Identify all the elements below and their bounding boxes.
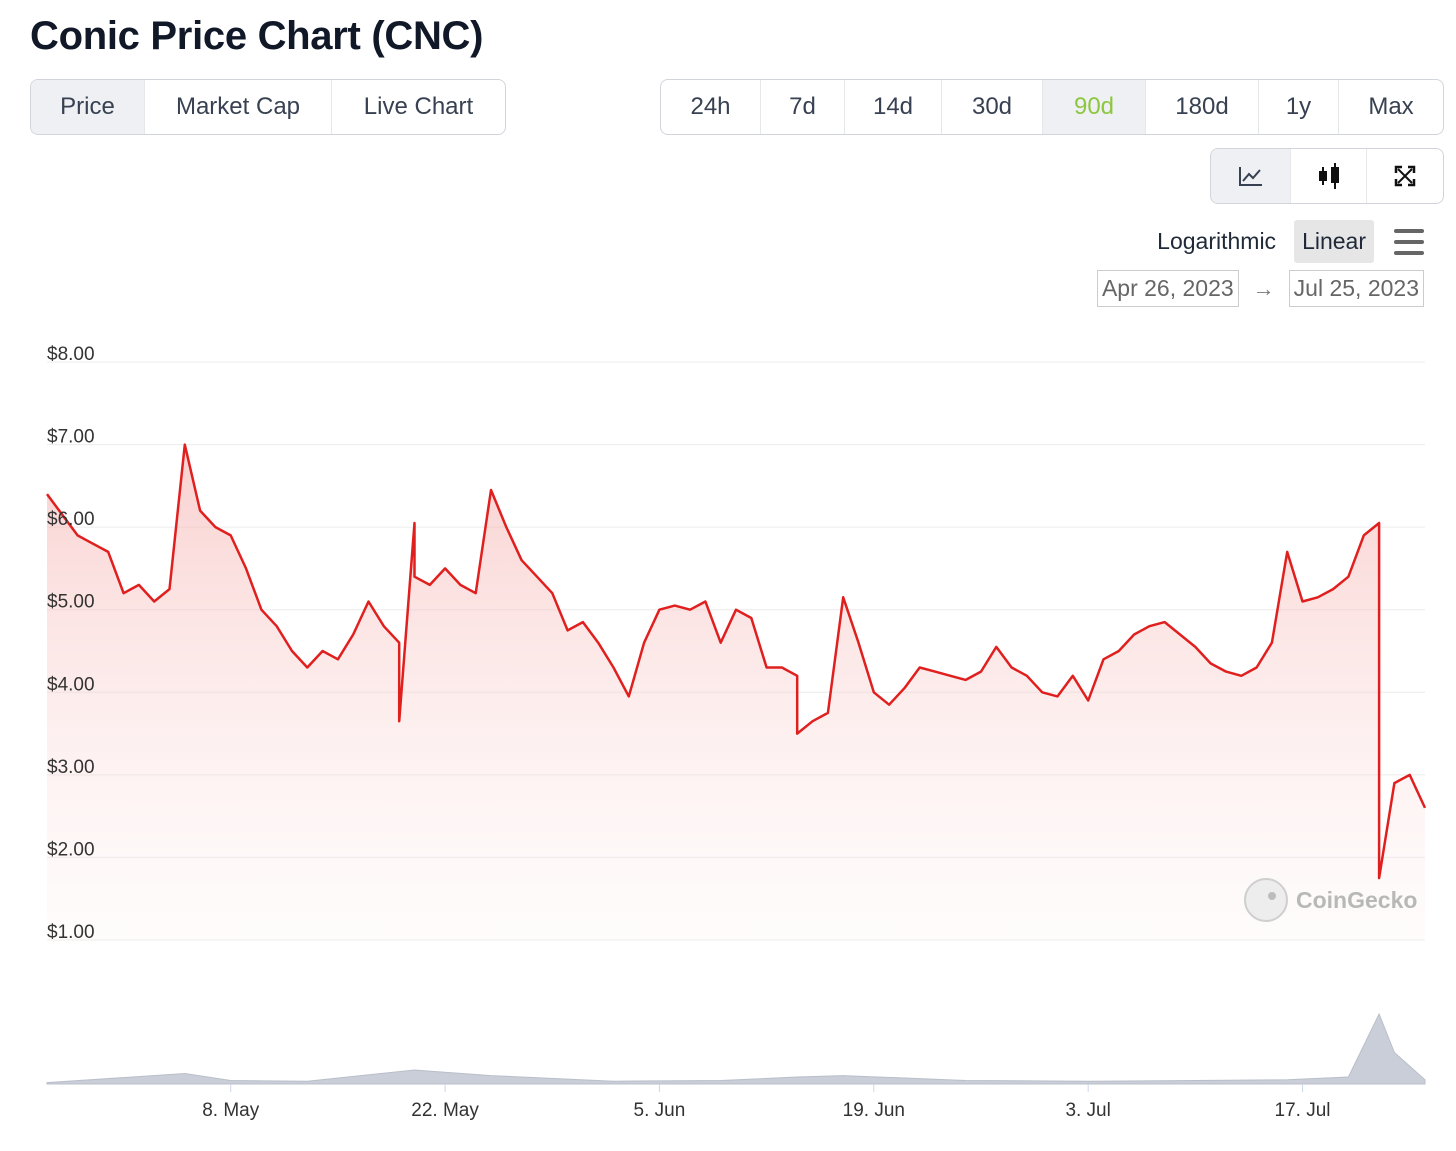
x-tick-label: 3. Jul <box>1065 1100 1110 1121</box>
y-tick-label: $7.00 <box>47 427 95 448</box>
y-tick-label: $4.00 <box>47 674 95 695</box>
coingecko-watermark: CoinGecko <box>1244 878 1417 922</box>
range-tabs: 24h 7d 14d 30d 90d 180d 1y Max <box>660 79 1444 135</box>
hamburger-menu-icon[interactable] <box>1394 228 1424 255</box>
line-chart-icon <box>1238 167 1262 186</box>
watermark-text: CoinGecko <box>1296 886 1418 913</box>
candlestick-icon <box>1318 163 1339 189</box>
range-30d-button[interactable]: 30d <box>942 80 1043 134</box>
tab-market-cap[interactable]: Market Cap <box>145 80 332 134</box>
range-14d-button[interactable]: 14d <box>845 80 942 134</box>
scale-toggle: Logarithmic Linear <box>1149 220 1424 263</box>
date-to-input[interactable]: Jul 25, 2023 <box>1288 270 1424 307</box>
range-1y-button[interactable]: 1y <box>1259 80 1339 134</box>
range-180d-button[interactable]: 180d <box>1146 80 1259 134</box>
coingecko-logo-icon <box>1244 878 1288 922</box>
expand-icon <box>1394 165 1416 187</box>
range-max-button[interactable]: Max <box>1368 93 1414 120</box>
x-tick-label: 5. Jun <box>634 1100 686 1121</box>
range-24h-button[interactable]: 24h <box>661 80 761 134</box>
linear-option[interactable]: Linear <box>1294 220 1374 263</box>
y-tick-label: $8.00 <box>47 344 95 365</box>
x-tick-label: 22. May <box>411 1100 479 1121</box>
y-tick-label: $5.00 <box>47 592 95 613</box>
range-90d-button[interactable]: 90d <box>1043 80 1146 134</box>
y-tick-label: $6.00 <box>47 509 95 530</box>
volume-area <box>46 1012 1426 1085</box>
date-arrow: → <box>1252 275 1275 301</box>
price-series-line[interactable] <box>45 443 1427 880</box>
candlestick-button[interactable] <box>1291 149 1367 203</box>
y-tick-label: $1.00 <box>47 922 95 943</box>
line-chart-button[interactable] <box>1211 149 1291 203</box>
price-area-fill <box>47 444 1425 940</box>
y-tick-label: $2.00 <box>47 839 95 860</box>
metric-tabs: Price Market Cap Live Chart <box>30 79 506 135</box>
tab-live-chart[interactable]: Live Chart <box>363 93 474 120</box>
x-tick-label: 17. Jul <box>1275 1100 1331 1121</box>
chart-type-toggle <box>1210 148 1444 204</box>
logarithmic-option[interactable]: Logarithmic <box>1157 228 1277 254</box>
x-tick-label: 8. May <box>202 1100 260 1121</box>
tab-price[interactable]: Price <box>31 80 145 134</box>
y-tick-label: $3.00 <box>47 757 95 778</box>
date-range: Apr 26, 2023 → Jul 25, 2023 <box>1096 270 1424 307</box>
price-chart[interactable]: $8.00 $7.00 $6.00 $5.00 $4.00 $3.00 $2.00 $1.00… <box>0 330 1456 1130</box>
x-tick-label: 19. Jun <box>843 1100 905 1121</box>
range-7d-button[interactable]: 7d <box>761 80 845 134</box>
expand-button[interactable] <box>1367 149 1443 203</box>
date-from-input[interactable]: Apr 26, 2023 <box>1096 270 1239 307</box>
page-title: Conic Price Chart (CNC) <box>30 14 484 58</box>
